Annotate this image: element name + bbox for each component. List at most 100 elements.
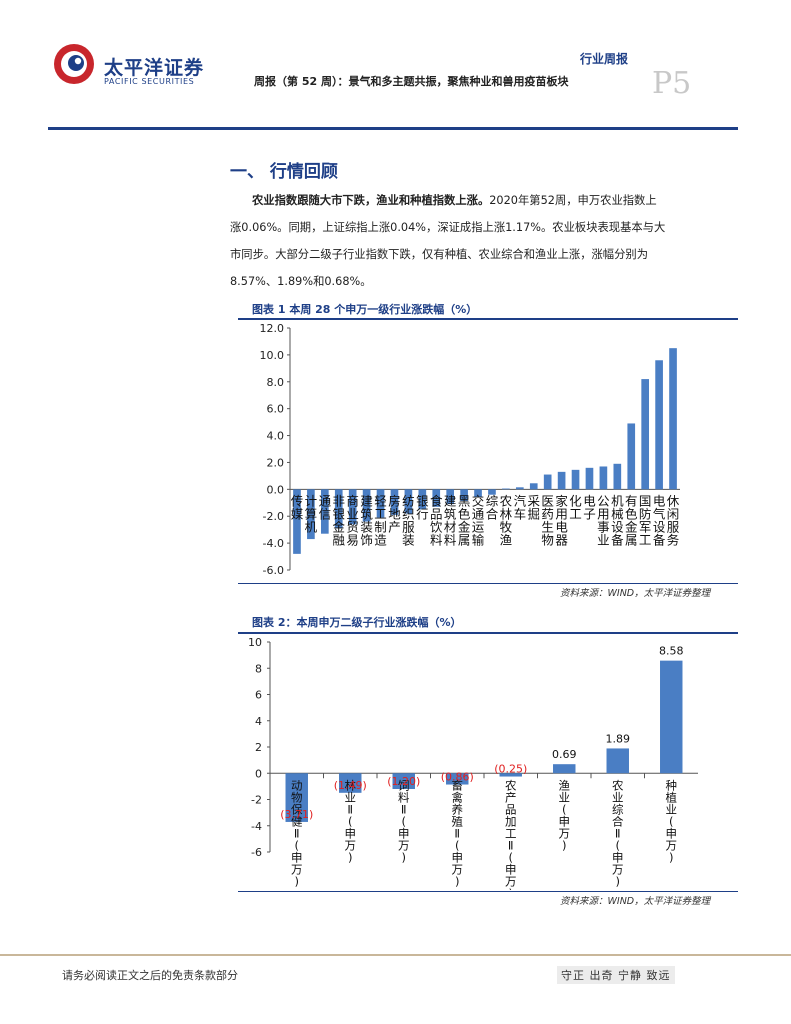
- chart2-x-label: (: [669, 814, 674, 828]
- chart1-y-tick: 0.0: [267, 483, 285, 496]
- chart2-data-label: (1.49): [334, 779, 367, 792]
- chart1-bar: [362, 489, 371, 522]
- chart1-x-label: 电: [653, 493, 666, 508]
- chart2-x-label: Ⅱ: [294, 826, 300, 840]
- chart1-x-label: 备: [653, 532, 666, 547]
- logo-chinese-name: 太平洋证券: [104, 57, 205, 79]
- paragraph-line-3: 市同步。大部分二级子行业指数下跌，仅有种植、农业综合和渔业上涨，涨幅分别为: [230, 248, 648, 261]
- chart1-x-label: 装: [360, 519, 373, 534]
- chart1-x-label: 闲: [667, 506, 680, 521]
- logo-english-name: PACIFIC SECURITIES: [104, 77, 195, 86]
- chart1-x-label: 建: [444, 493, 457, 508]
- chart2-x-label: 业: [666, 802, 678, 816]
- chart2-x-label: 动: [291, 778, 303, 792]
- chart1-x-label: 采: [527, 493, 540, 508]
- chart1-x-label: 地: [388, 506, 401, 521]
- chart2-x-label: ): [348, 850, 353, 864]
- chart1-x-label: 设: [611, 519, 624, 534]
- chart2-x-label: 产: [505, 790, 517, 804]
- footer-motto: 守正 出奇 宁静 致远: [557, 966, 675, 984]
- chart2-bar: [339, 773, 362, 793]
- figure2-caption-rule: [238, 632, 738, 634]
- chart1-x-label: 事: [597, 519, 610, 534]
- chart2-x-label: 万: [452, 862, 464, 876]
- chart1-x-label: 渔: [500, 532, 513, 547]
- chart1-x-label: 林: [500, 506, 513, 521]
- chart1-x-label: 算: [305, 506, 318, 521]
- chart1-x-label: 工: [374, 506, 387, 521]
- chart1-bar: [585, 467, 594, 490]
- chart2-x-label: 综: [612, 802, 624, 816]
- chart2-x-label: 禽: [452, 790, 464, 804]
- chart1-y-tick: 6.0: [267, 403, 285, 416]
- chart2-x-label: Ⅱ: [401, 802, 407, 816]
- chart1-bar: [557, 471, 566, 490]
- chart2-x-label: Ⅱ: [347, 802, 353, 816]
- chart2-x-label: ): [295, 874, 300, 888]
- chart1-x-label: 轻: [374, 493, 387, 508]
- chart2-x-label: Ⅱ: [615, 826, 621, 840]
- chart1-bar: [571, 469, 580, 490]
- chart1-x-label: 料: [430, 532, 443, 547]
- paragraph-lead: 农业指数跟随大市下跌，渔业和种植指数上涨。: [252, 194, 490, 207]
- chart2-x-label: 健: [291, 814, 303, 828]
- chart2-x-label: 业: [345, 790, 357, 804]
- chart2-x-label: 申: [612, 850, 624, 864]
- chart1-bar: [641, 379, 650, 490]
- chart1-x-label: 房: [388, 493, 401, 508]
- figure1-source-rule: [238, 583, 738, 584]
- chart2-x-label: 品: [505, 802, 517, 816]
- chart2-x-label: 养: [452, 802, 464, 816]
- chart2-bar: [660, 660, 683, 774]
- chart2-bar: [606, 748, 629, 774]
- chart1-x-label: 信: [319, 506, 332, 521]
- chart2-x-label: 万: [291, 862, 303, 876]
- chart2-x-label: 植: [666, 790, 678, 804]
- chart2-x-label: ): [509, 886, 514, 890]
- chart1-y-tick: 12.0: [260, 322, 285, 335]
- chart1-x-label: 工: [639, 532, 652, 547]
- report-title: 周报（第 52 周）：景气和多主题共振，聚焦种业和兽用疫苗板块: [254, 75, 569, 88]
- chart2-x-label: 合: [612, 814, 624, 828]
- chart1-y-tick: -4.0: [263, 537, 284, 550]
- chart2-x-label: 保: [291, 802, 303, 816]
- chart1-x-label: 织: [402, 506, 415, 521]
- paragraph-line-1: 农业指数跟随大市下跌，渔业和种植指数上涨。2020年第52周，申万农业指数上: [252, 192, 657, 208]
- chart1-x-label: 融: [332, 532, 345, 547]
- chart1-bar: [307, 489, 315, 540]
- chart2-x-label: Ⅱ: [454, 826, 460, 840]
- chart1-x-label: 牧: [500, 519, 513, 534]
- chart1-x-label: 合: [486, 506, 499, 521]
- chart1-x-label: 银: [332, 506, 345, 521]
- paragraph-line-4: 8.57%、1.89%和0.68%。: [230, 275, 372, 288]
- chart1-x-label: 交: [472, 493, 485, 508]
- chart1-bar: [655, 360, 663, 490]
- chart2-x-label: 万: [612, 862, 624, 876]
- chart2-x-label: 业: [559, 790, 571, 804]
- header-divider: [48, 127, 738, 130]
- chart2-x-label: ): [402, 850, 407, 864]
- chart2-x-label: (: [455, 838, 460, 852]
- chart2-data-label: 8.58: [659, 645, 684, 658]
- chart2-x-label: ): [562, 838, 567, 852]
- figure2-source-rule: [238, 891, 738, 892]
- figure1-chart: 12.010.08.06.04.02.00.0-2.0-4.0-6.0传媒计算机…: [260, 322, 680, 577]
- chart2-x-label: 工: [505, 826, 517, 840]
- chart1-x-label: 商: [346, 493, 359, 508]
- chart1-x-label: 用: [597, 506, 610, 521]
- chart1-bar: [488, 489, 496, 495]
- figure2-source: 资料来源：WIND，太平洋证券整理: [560, 896, 711, 907]
- chart1-x-label: 色: [625, 506, 638, 521]
- chart1-x-label: 装: [402, 532, 415, 547]
- chart2-data-label: (3.71): [280, 808, 313, 821]
- figure2-chart: 1086420-2-4-6动物保健Ⅱ(申万)(3.71)林业Ⅱ(申万)(1.49…: [248, 636, 698, 890]
- chart2-x-label: 万: [398, 838, 410, 852]
- footer-disclaimer: 请务必阅读正文之后的免责条款部分: [62, 969, 238, 982]
- chart2-y-tick: 4: [255, 715, 262, 728]
- chart2-bar: [553, 764, 576, 774]
- chart1-x-label: 备: [611, 532, 624, 547]
- chart2-y-tick: 6: [255, 689, 262, 702]
- chart1-bar: [418, 489, 427, 510]
- chart1-x-label: 饰: [360, 532, 373, 547]
- chart1-x-label: 服: [667, 519, 680, 534]
